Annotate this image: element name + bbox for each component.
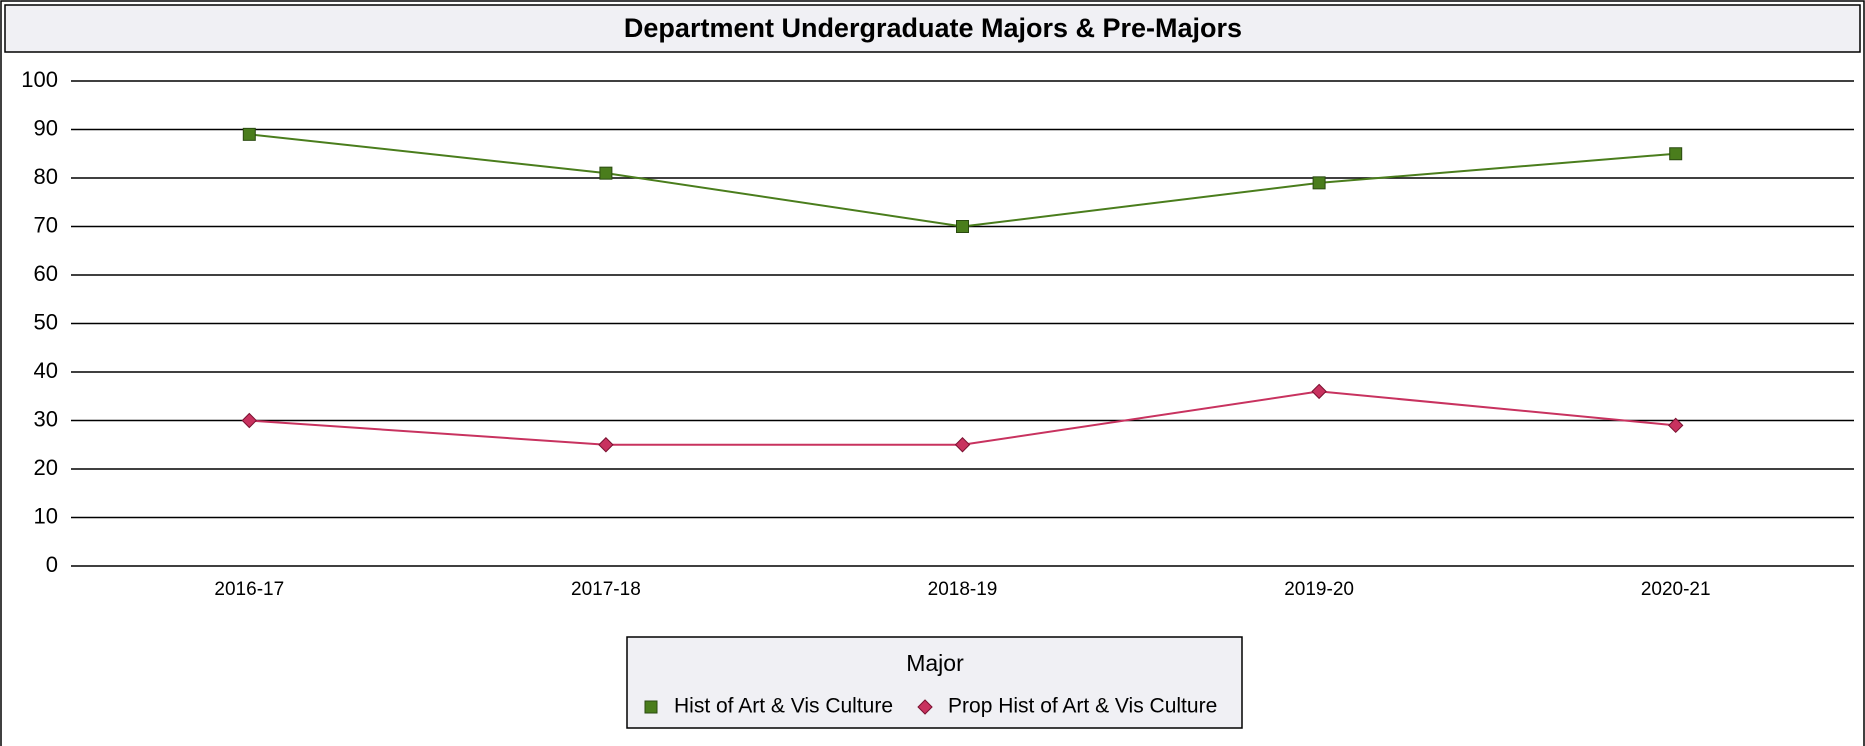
y-tick-label: 10	[34, 503, 58, 528]
legend-marker	[644, 700, 658, 714]
y-tick-label: 0	[46, 552, 58, 577]
y-tick-label: 70	[34, 212, 58, 237]
y-tick-label: 50	[34, 309, 58, 334]
x-tick-label: 2016-17	[214, 579, 284, 600]
x-tick-label: 2017-18	[571, 579, 641, 600]
legend-marker	[917, 699, 933, 715]
data-point	[956, 220, 969, 233]
data-point	[598, 437, 614, 453]
y-tick-label: 90	[34, 115, 58, 140]
data-point	[1667, 417, 1684, 434]
data-point	[1312, 176, 1326, 190]
data-point	[954, 437, 971, 453]
y-tick-label: 80	[34, 164, 58, 189]
data-point	[241, 412, 258, 429]
data-point	[599, 166, 613, 180]
series-line	[249, 390, 1676, 446]
y-tick-label: 20	[34, 455, 58, 480]
data-point	[242, 127, 256, 141]
y-tick-label: 30	[34, 406, 58, 431]
x-tick-label: 2018-19	[928, 579, 998, 600]
legend-label: Prop Hist of Art & Vis Culture	[948, 695, 1217, 718]
legend-title: Major	[906, 650, 964, 676]
legend-box	[626, 636, 1243, 729]
y-tick-label: 40	[34, 358, 58, 383]
x-tick-label: 2020-21	[1641, 579, 1711, 600]
title-box	[4, 4, 1861, 53]
y-tick-label: 100	[21, 67, 58, 92]
chart-title: Department Undergraduate Majors & Pre-Ma…	[624, 13, 1242, 43]
x-tick-label: 2019-20	[1284, 579, 1354, 600]
legend-label: Hist of Art & Vis Culture	[674, 695, 893, 718]
data-point	[1669, 147, 1683, 161]
series-line	[249, 133, 1676, 228]
data-point	[1311, 383, 1327, 400]
y-tick-label: 60	[34, 261, 58, 286]
